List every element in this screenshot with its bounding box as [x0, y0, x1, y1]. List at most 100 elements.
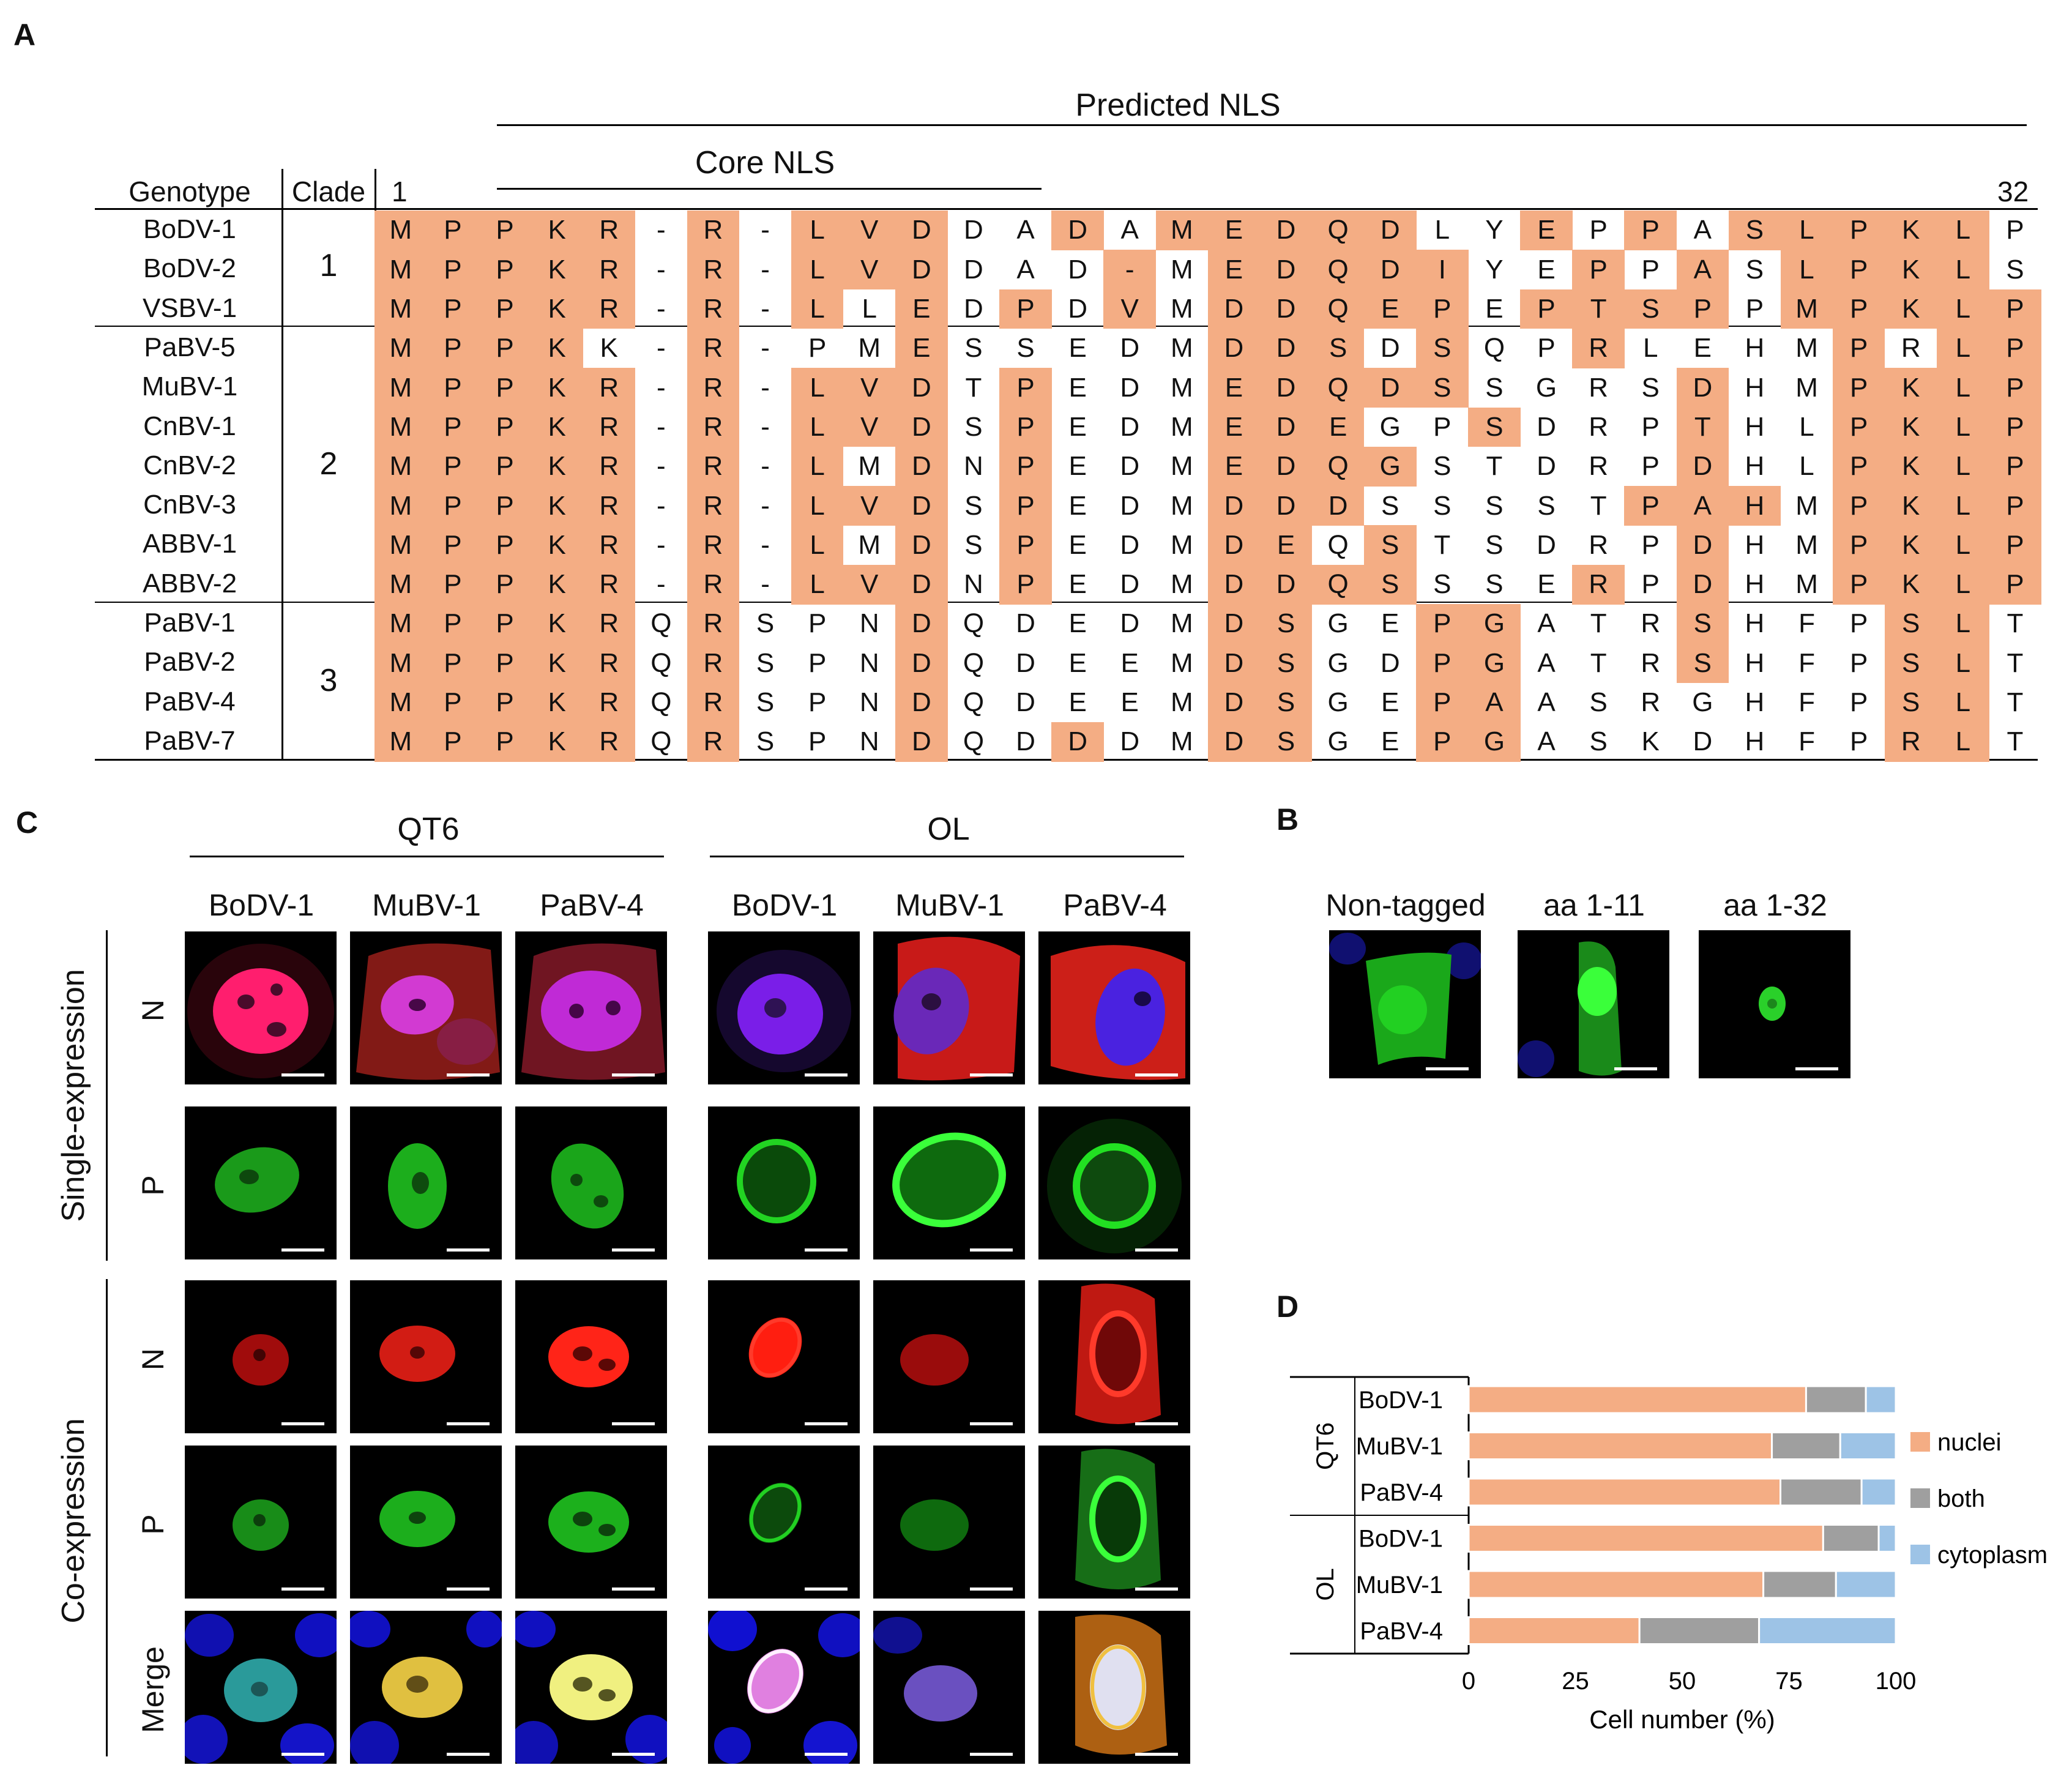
residue-cell: P: [479, 289, 531, 329]
residue-cell: P: [479, 682, 531, 723]
residue-cell: P: [1832, 368, 1885, 408]
residue-cell: R: [1589, 451, 1609, 482]
residue-cell: M: [1171, 411, 1193, 442]
bar-cytoplasm: [1758, 1616, 1897, 1645]
residue-cell: P: [1416, 682, 1469, 723]
residue-cell: M: [1795, 529, 1818, 560]
residue-cell: H: [1745, 411, 1765, 442]
micrograph-tile: [1038, 1280, 1190, 1433]
category-label: BoDV-1: [1358, 1387, 1443, 1414]
bar-cytoplasm: [1839, 1431, 1897, 1460]
residue-cell: D: [1016, 687, 1035, 718]
residue-cell: P: [479, 525, 531, 565]
residue-cell: L: [791, 250, 844, 290]
residue-cell: K: [1884, 250, 1937, 290]
residue-cell: P: [1832, 250, 1885, 290]
residue-cell: S: [1311, 328, 1365, 368]
residue-cell: Q: [650, 608, 672, 639]
residue-cell: R: [687, 525, 740, 565]
residue-cell: D: [895, 682, 948, 723]
genotype-clade-divider: [281, 169, 283, 760]
residue-cell: P: [1416, 722, 1469, 762]
residue-cell: R: [583, 368, 636, 408]
residue-cell: H: [1745, 372, 1765, 403]
residue-cell: S: [1745, 254, 1764, 285]
residue-cell: D: [1120, 490, 1140, 521]
row-label: P: [136, 1514, 170, 1535]
residue-cell: M: [1795, 569, 1818, 600]
localization-chart: QT6 OL BoDV-1 MuBV-1 PaBV-4 BoDV-1 MuBV-1 PaBV-…: [1290, 1376, 2048, 1734]
residue-cell: P: [479, 328, 531, 368]
residue-cell: P: [1641, 451, 1660, 482]
residue-cell: D: [895, 525, 948, 565]
residue-cell: P: [1641, 411, 1660, 442]
residue-cell: T: [2007, 647, 2024, 678]
residue-cell: D: [895, 368, 948, 408]
residue-cell: M: [1171, 254, 1193, 285]
residue-cell: P: [427, 643, 479, 684]
residue-cell: R: [687, 564, 740, 605]
residue-cell: V: [843, 211, 896, 250]
residue-cell: P: [1745, 294, 1764, 324]
residue-cell: M: [1171, 333, 1193, 364]
bar-nuclei: [1467, 1524, 1824, 1553]
micrograph-tile: [1038, 1446, 1190, 1599]
residue-cell: D: [1537, 451, 1556, 482]
residue-cell: L: [791, 564, 844, 605]
residue-cell: D: [1380, 333, 1400, 364]
residue-cell: D: [1120, 451, 1140, 482]
micrograph-tile: [515, 1611, 667, 1764]
residue-cell: R: [583, 250, 636, 290]
residue-cell: E: [895, 328, 948, 368]
residue-cell: D: [1051, 211, 1104, 250]
residue-cell: D: [1207, 604, 1261, 644]
residue-cell: T: [1434, 529, 1451, 560]
micrograph-tile: [873, 1280, 1025, 1433]
residue-cell: D: [1259, 289, 1313, 329]
micrograph-tile: [515, 1280, 667, 1433]
residue-cell: P: [1641, 569, 1660, 600]
core-nls-bracket: [497, 188, 1042, 190]
residue-cell: M: [375, 328, 427, 368]
residue-cell: S: [1728, 211, 1781, 250]
residue-cell: R: [687, 368, 740, 408]
residue-cell: E: [1537, 254, 1556, 285]
residue-cell: R: [687, 604, 740, 644]
residue-cell: P: [1989, 446, 2041, 487]
residue-cell: G: [1468, 643, 1521, 684]
residue-cell: R: [687, 722, 740, 762]
residue-cell: R: [1572, 328, 1625, 368]
micrograph-tile: [185, 931, 337, 1084]
residue-cell: H: [1745, 451, 1765, 482]
residue-cell: N: [859, 647, 879, 678]
residue-cell: S: [964, 333, 983, 364]
residue-cell: E: [1207, 368, 1261, 408]
residue-cell: S: [2006, 254, 2024, 285]
residue-cell: P: [1832, 486, 1885, 526]
residue-cell: S: [964, 490, 983, 521]
micrograph-tile: [350, 1446, 502, 1599]
panel-b-column-header: aa 1-11: [1543, 888, 1645, 922]
panel-b-micrograph: [1518, 930, 1669, 1083]
genotype-label: PaBV-4: [144, 686, 236, 717]
residue-cell: G: [1327, 647, 1349, 678]
residue-cell: -: [761, 490, 770, 521]
residue-cell: M: [1171, 569, 1193, 600]
legend-label: cytoplasm: [1937, 1542, 2048, 1569]
residue-cell: D: [1676, 525, 1729, 565]
residue-cell: K: [531, 486, 583, 526]
residue-cell: P: [1832, 211, 1885, 250]
residue-cell: M: [375, 525, 427, 565]
residue-cell: S: [756, 726, 775, 757]
residue-cell: K: [1884, 525, 1937, 565]
group-label: OL: [1312, 1568, 1339, 1600]
residue-cell: D: [895, 446, 948, 487]
residue-cell: K: [1641, 726, 1660, 757]
group-label: QT6: [1312, 1422, 1339, 1470]
residue-cell: -: [761, 215, 770, 245]
residue-cell: A: [1676, 486, 1729, 526]
residue-cell: P: [427, 604, 479, 644]
residue-cell: M: [1171, 726, 1193, 757]
category-label: MuBV-1: [1356, 1433, 1443, 1460]
residue-cell: S: [1259, 643, 1313, 684]
